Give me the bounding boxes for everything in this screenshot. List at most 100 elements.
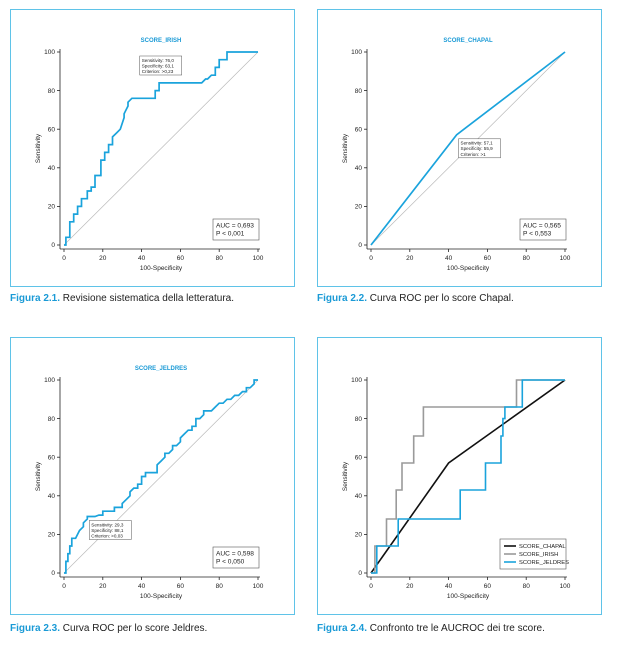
y-tick-label: 60 bbox=[48, 126, 56, 133]
x-axis-label: 100-Specificity bbox=[447, 265, 490, 272]
x-tick-label: 40 bbox=[445, 583, 453, 590]
roc-curve-series-0 bbox=[64, 379, 258, 574]
caption-figure-2-4: Figura 2.4. Confronto tre le AUCROC dei … bbox=[317, 623, 545, 634]
x-tick-label: 100 bbox=[253, 583, 264, 590]
x-tick-label: 60 bbox=[177, 255, 185, 262]
y-axis-label: Sensitivity bbox=[35, 133, 42, 163]
criterion-annotation-line: Sensitivity: 76,0 bbox=[142, 58, 175, 63]
auc-stats-line: P < 0,050 bbox=[216, 559, 245, 566]
y-tick-label: 60 bbox=[355, 126, 363, 133]
chart-panel-3: SCORE_JELDRES 0 20 40 60 80 100 0 20 40 60 80 100 100… bbox=[10, 337, 295, 615]
criterion-annotation-box bbox=[458, 138, 501, 159]
caption-label: Figura 2.2. bbox=[317, 293, 368, 304]
x-tick-label: 0 bbox=[369, 583, 373, 590]
y-tick-label: 100 bbox=[44, 377, 55, 384]
criterion-annotation-line: Criterion: >0,23 bbox=[142, 69, 174, 74]
x-tick-label: 100 bbox=[253, 255, 264, 262]
roc-chart-score-chapal: SCORE_CHAPAL 0 20 40 60 80 100 0 20 40 60 80 100 100-… bbox=[342, 38, 571, 272]
caption-text: Curva ROC per lo score Chapal. bbox=[367, 293, 514, 304]
y-tick-label: 100 bbox=[44, 49, 55, 56]
criterion-annotation-line: Specificity: 63,1 bbox=[142, 63, 175, 68]
roc-chart-score-jeldres: SCORE_JELDRES 0 20 40 60 80 100 0 20 40 60 80 100 100… bbox=[35, 366, 264, 600]
chart-panel-2: SCORE_CHAPAL 0 20 40 60 80 100 0 20 40 60 80 100 100-… bbox=[317, 9, 602, 287]
auc-stats-line: AUC = 0,565 bbox=[523, 223, 561, 230]
criterion-annotation-line: Criterion: >1 bbox=[461, 152, 487, 157]
y-tick-label: 40 bbox=[355, 165, 363, 172]
auc-stats-line: P < 0,001 bbox=[216, 231, 245, 238]
reference-diagonal bbox=[63, 51, 259, 246]
x-tick-label: 20 bbox=[406, 255, 414, 262]
y-tick-label: 0 bbox=[358, 570, 362, 577]
x-tick-label: 20 bbox=[406, 583, 414, 590]
criterion-annotation-box bbox=[89, 520, 132, 540]
x-tick-label: 60 bbox=[177, 583, 185, 590]
roc-curve-series-0 bbox=[370, 379, 566, 574]
x-tick-label: 80 bbox=[216, 583, 224, 590]
x-tick-label: 60 bbox=[484, 255, 492, 262]
x-tick-label: 0 bbox=[62, 255, 66, 262]
caption-figure-2-2: Figura 2.2. Curva ROC per lo score Chapa… bbox=[317, 293, 514, 304]
y-tick-label: 0 bbox=[358, 242, 362, 249]
x-tick-label: 40 bbox=[138, 583, 146, 590]
y-tick-label: 0 bbox=[51, 570, 55, 577]
y-tick-label: 80 bbox=[48, 416, 56, 423]
x-tick-label: 0 bbox=[369, 255, 373, 262]
y-tick-label: 100 bbox=[351, 377, 362, 384]
x-tick-label: 80 bbox=[216, 255, 224, 262]
chart-panel-1: SCORE_IRISH 0 20 40 60 80 100 0 20 40 60 80 100 100-S… bbox=[10, 9, 295, 287]
x-tick-label: 60 bbox=[484, 583, 492, 590]
y-tick-label: 20 bbox=[355, 532, 363, 539]
y-axis-label: Sensitivity bbox=[35, 461, 42, 491]
caption-label: Figura 2.4. bbox=[317, 623, 368, 634]
caption-figure-2-3: Figura 2.3. Curva ROC per lo score Jeldr… bbox=[10, 623, 207, 634]
y-tick-label: 60 bbox=[48, 454, 56, 461]
x-tick-label: 80 bbox=[523, 255, 531, 262]
roc-curve-series-0 bbox=[370, 51, 566, 246]
y-tick-label: 80 bbox=[355, 416, 363, 423]
x-tick-label: 100 bbox=[560, 583, 571, 590]
x-tick-label: 20 bbox=[99, 255, 107, 262]
criterion-annotation-box bbox=[139, 55, 182, 76]
x-axis-label: 100-Specificity bbox=[140, 265, 183, 272]
roc-curve-series-0 bbox=[64, 51, 258, 246]
y-axis-label: Sensitivity bbox=[342, 461, 349, 491]
auc-stats-box bbox=[212, 546, 260, 569]
y-tick-label: 80 bbox=[48, 88, 56, 95]
legend-box bbox=[499, 538, 567, 570]
legend-entry: SCORE_IRISH bbox=[519, 552, 558, 558]
y-tick-label: 100 bbox=[351, 49, 362, 56]
auc-stats-box bbox=[212, 218, 260, 241]
roc-curve-series-2 bbox=[371, 379, 565, 574]
y-tick-label: 40 bbox=[48, 493, 56, 500]
y-tick-label: 20 bbox=[48, 204, 56, 211]
x-axis-label: 100-Specificity bbox=[447, 593, 490, 600]
y-axis-label: Sensitivity bbox=[342, 133, 349, 163]
criterion-annotation-line: Specificity: 55,9 bbox=[461, 146, 494, 151]
caption-text: Confronto tre le AUCROC dei tre score. bbox=[367, 623, 545, 634]
y-tick-label: 80 bbox=[355, 88, 363, 95]
x-tick-label: 40 bbox=[138, 255, 146, 262]
x-tick-label: 100 bbox=[560, 255, 571, 262]
criterion-annotation-line: Criterion: >0,03 bbox=[91, 533, 123, 538]
auc-stats-line: AUC = 0,598 bbox=[216, 551, 254, 558]
chart-title: SCORE_IRISH bbox=[141, 38, 182, 44]
roc-chart-score-irish: SCORE_IRISH 0 20 40 60 80 100 0 20 40 60 80 100 100-S… bbox=[35, 38, 264, 272]
x-tick-label: 80 bbox=[523, 583, 531, 590]
chart-title: SCORE_CHAPAL bbox=[443, 38, 493, 44]
y-tick-label: 20 bbox=[48, 532, 56, 539]
legend-entry: SCORE_JELDRES bbox=[519, 560, 569, 566]
caption-label: Figura 2.3. bbox=[10, 623, 61, 634]
chart-panel-4: 0 20 40 60 80 100 0 20 40 60 80 100 100-Specificity S… bbox=[317, 337, 602, 615]
caption-text: Curva ROC per lo score Jeldres. bbox=[60, 623, 208, 634]
y-tick-label: 60 bbox=[355, 454, 363, 461]
y-tick-label: 0 bbox=[51, 242, 55, 249]
x-tick-label: 20 bbox=[99, 583, 107, 590]
x-axis-label: 100-Specificity bbox=[140, 593, 183, 600]
criterion-annotation-line: Sensitivity: 29,3 bbox=[91, 522, 124, 527]
y-tick-label: 40 bbox=[355, 493, 363, 500]
legend-entry: SCORE_CHAPAL bbox=[519, 544, 566, 550]
criterion-annotation-line: Specificity: 88,1 bbox=[91, 528, 124, 533]
chart-title: SCORE_JELDRES bbox=[135, 366, 187, 372]
caption-text: Revisione sistematica della letteratura. bbox=[60, 293, 234, 304]
caption-label: Figura 2.1. bbox=[10, 293, 61, 304]
